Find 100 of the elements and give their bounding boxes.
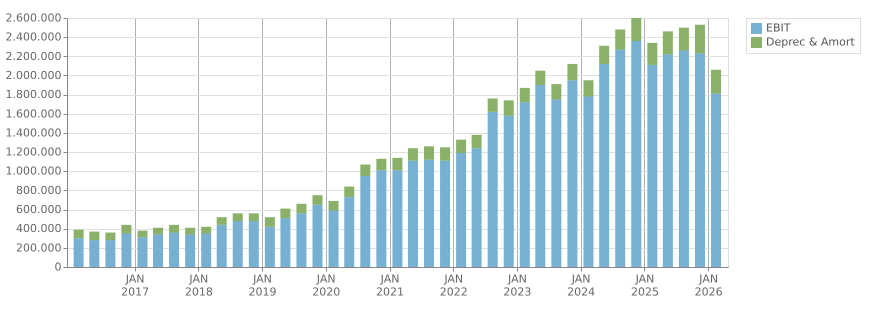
x-tick-label: JAN 2025 xyxy=(630,272,659,298)
bar xyxy=(440,147,450,161)
bar xyxy=(216,217,227,225)
bar xyxy=(551,84,562,100)
bar xyxy=(392,170,402,267)
x-tick-label: JAN 2018 xyxy=(184,272,213,298)
bar xyxy=(280,218,290,267)
bar xyxy=(678,50,689,267)
legend-label: EBIT xyxy=(766,22,791,34)
bar xyxy=(567,64,578,80)
bar xyxy=(137,230,148,238)
legend-label: Deprec & Amort xyxy=(766,36,856,48)
y-tick-label: 2.400.000 xyxy=(6,30,62,44)
bar xyxy=(694,53,705,267)
bar xyxy=(615,50,626,267)
y-tick-label: 400.000 xyxy=(16,222,62,236)
bar xyxy=(105,240,116,267)
bar xyxy=(121,224,132,234)
bar xyxy=(615,29,626,50)
bar xyxy=(185,234,196,267)
bar xyxy=(472,134,482,148)
bar xyxy=(647,64,658,267)
bar xyxy=(694,24,705,54)
bar xyxy=(74,238,84,267)
x-tick-label: JAN 2020 xyxy=(312,272,340,298)
bar xyxy=(185,228,196,234)
x-tick-label: JAN 2022 xyxy=(440,272,468,298)
bar xyxy=(360,176,370,267)
bar xyxy=(472,148,482,267)
bar xyxy=(264,226,275,267)
bar xyxy=(662,31,673,54)
bar xyxy=(264,217,275,227)
y-tick-label: 2.200.000 xyxy=(6,50,62,63)
bar xyxy=(280,208,290,218)
bar xyxy=(201,226,212,234)
y-tick-label: 2.600.000 xyxy=(6,12,62,24)
y-tick-label: 600.000 xyxy=(16,203,62,216)
bar xyxy=(312,204,322,267)
bar xyxy=(408,148,418,161)
bar xyxy=(424,146,434,160)
bar xyxy=(520,102,530,267)
bar xyxy=(504,116,514,267)
bar xyxy=(137,237,148,267)
bar xyxy=(535,70,546,86)
bar xyxy=(74,230,84,238)
y-tick-label: 1.600.000 xyxy=(6,107,62,120)
bar xyxy=(248,221,259,267)
bar xyxy=(89,232,100,240)
bar xyxy=(153,228,164,234)
bar xyxy=(583,80,594,97)
bar xyxy=(647,42,658,65)
bar xyxy=(328,200,339,210)
bar xyxy=(520,88,530,102)
bar xyxy=(456,153,466,267)
y-tick-label: 0 xyxy=(54,260,62,274)
x-tick-label: JAN 2023 xyxy=(503,272,532,298)
bar xyxy=(631,40,642,267)
bar xyxy=(488,98,498,112)
bar xyxy=(583,96,594,267)
bar xyxy=(376,170,386,267)
bar xyxy=(678,28,689,51)
bar xyxy=(392,158,402,170)
bar xyxy=(360,164,370,176)
bar xyxy=(232,221,243,267)
bar xyxy=(296,204,306,214)
bar xyxy=(440,160,450,267)
x-tick-label: JAN 2019 xyxy=(248,272,277,298)
bar xyxy=(567,80,578,267)
bar xyxy=(504,100,514,116)
bar xyxy=(662,54,673,267)
bar xyxy=(424,160,434,267)
x-tick-label: JAN 2017 xyxy=(121,272,150,298)
bar xyxy=(535,85,546,267)
y-tick-label: 1.200.000 xyxy=(6,146,62,159)
bar xyxy=(599,46,610,64)
bar xyxy=(216,224,227,267)
bar xyxy=(169,232,180,267)
bar xyxy=(551,99,562,267)
bar xyxy=(248,213,259,222)
bar xyxy=(328,210,339,267)
bar xyxy=(456,140,466,154)
y-tick-label: 1.400.000 xyxy=(6,126,62,140)
x-tick-label: JAN 2026 xyxy=(694,272,723,298)
y-tick-label: 1.800.000 xyxy=(6,88,62,102)
bar xyxy=(296,213,306,267)
bar xyxy=(232,213,243,222)
x-tick-label: JAN 2021 xyxy=(376,272,404,298)
bar xyxy=(105,232,116,240)
bar xyxy=(312,195,322,205)
bar xyxy=(89,240,100,267)
bar xyxy=(201,233,212,267)
y-tick-label: 2.000.000 xyxy=(6,68,62,82)
bar xyxy=(344,197,354,267)
bar xyxy=(599,64,610,267)
bar xyxy=(488,112,498,267)
y-tick-label: 800.000 xyxy=(16,184,62,197)
bar xyxy=(408,160,418,267)
bar xyxy=(711,70,722,94)
bar xyxy=(121,233,132,267)
bar xyxy=(631,18,642,41)
